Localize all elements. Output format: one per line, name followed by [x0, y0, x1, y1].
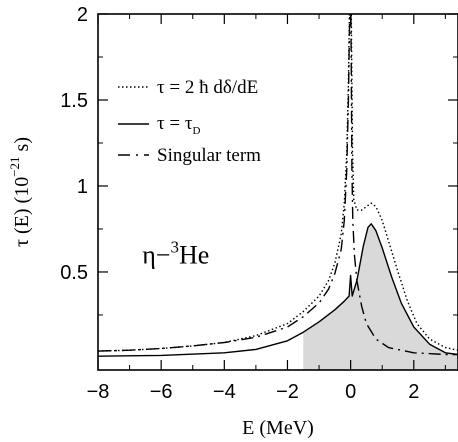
- x-tick-label: −6: [150, 381, 173, 403]
- x-tick-label: −2: [276, 381, 299, 403]
- y-tick-label: 0.5: [60, 262, 88, 284]
- series-solid: [97, 223, 458, 357]
- reaction-annotation: η−3He: [142, 237, 209, 269]
- y-axis-label: τ (E) (10−21 s): [7, 137, 33, 247]
- legend: τ = 2 ħ dδ/dE τ = τD Singular term: [118, 77, 261, 166]
- legend-label-tau-d: τ = τD: [157, 113, 201, 137]
- x-tick-label: −4: [213, 381, 236, 403]
- series-dotted: [97, 13, 458, 352]
- legend-label-phase-derivative: τ = 2 ħ dδ/dE: [157, 77, 258, 98]
- x-tick-label: 0: [345, 381, 356, 403]
- y-tick-label: 2: [77, 4, 88, 26]
- x-tick-label: 2: [408, 381, 419, 403]
- x-tick-label: −8: [87, 381, 110, 403]
- shaded-area: [303, 223, 458, 370]
- y-tick-label: 1: [77, 176, 88, 198]
- x-axis-label: E (MeV): [242, 417, 314, 439]
- plot-frame: [97, 13, 458, 371]
- series-dashdot: [97, 13, 458, 356]
- y-tick-label: 1.5: [60, 90, 88, 112]
- legend-label-singular-term: Singular term: [157, 145, 261, 166]
